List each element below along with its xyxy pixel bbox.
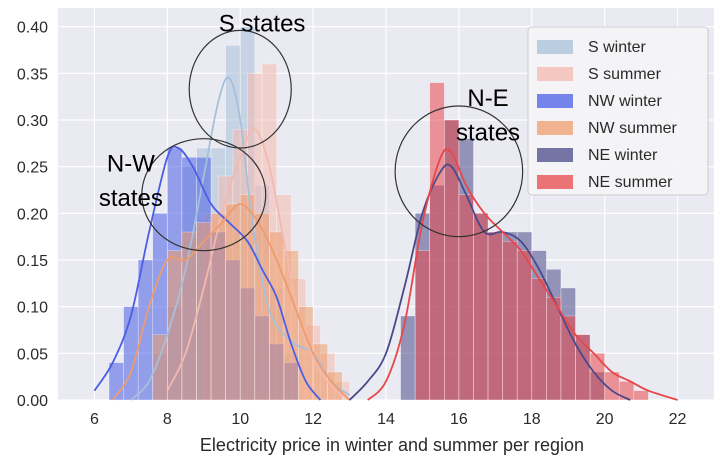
x-tick-label: 8 xyxy=(163,411,172,428)
highlight-circle xyxy=(188,29,292,149)
annotation-label: S states xyxy=(219,10,306,37)
kde-line-s-winter xyxy=(130,76,351,401)
y-tick-label: 0.10 xyxy=(17,300,48,317)
histogram-bar xyxy=(575,334,591,401)
x-tick-label: 16 xyxy=(450,411,468,428)
y-tick-label: 0.15 xyxy=(17,253,48,270)
x-tick-label: 12 xyxy=(304,411,322,428)
legend-label: NE summer xyxy=(588,174,673,191)
legend-swatch xyxy=(537,121,573,135)
x-tick-label: 14 xyxy=(377,411,395,428)
kde-line-nw-summer xyxy=(111,203,351,401)
histogram-bar xyxy=(414,250,431,401)
legend-label: NE winter xyxy=(588,147,658,164)
legend-swatch xyxy=(537,40,573,54)
histogram-bar xyxy=(618,381,635,401)
histogram-bar xyxy=(546,297,562,401)
legend-label: NW winter xyxy=(588,93,662,110)
annotation-label: states xyxy=(456,120,520,147)
histogram-bar xyxy=(429,82,445,401)
annotation-label: states xyxy=(99,185,163,212)
x-tick-label: 20 xyxy=(596,411,614,428)
histogram-bar xyxy=(196,222,212,401)
highlight-circles xyxy=(141,29,524,252)
x-tick-label: 22 xyxy=(669,411,687,428)
y-tick-label: 0.30 xyxy=(17,113,48,130)
legend-swatch xyxy=(537,175,573,189)
y-tick-label: 0.25 xyxy=(17,160,48,177)
histogram-bar xyxy=(473,213,489,401)
y-tick-label: 0.40 xyxy=(17,20,48,37)
x-axis-title: Electricity price in winter and summer p… xyxy=(200,435,584,455)
histogram-bar xyxy=(487,231,503,401)
histogram-bar xyxy=(633,390,649,401)
y-tick-label: 0.00 xyxy=(17,393,48,410)
histogram-bar xyxy=(516,250,533,401)
x-tick-label: 10 xyxy=(231,411,249,428)
legend-label: S summer xyxy=(588,66,662,83)
histogram-bar xyxy=(531,278,547,401)
x-tick-label: 6 xyxy=(90,411,99,428)
kde-line-s-summer xyxy=(166,128,351,401)
y-tick-label: 0.35 xyxy=(17,66,48,83)
bars-ne-summer xyxy=(414,82,649,401)
highlight-circle xyxy=(141,138,267,252)
legend-swatch xyxy=(537,94,573,108)
annotation-label: N-W xyxy=(107,150,155,177)
legend-swatch xyxy=(537,148,573,162)
annotations: S states N-W states N-E states xyxy=(99,10,520,212)
y-tick-label: 0.05 xyxy=(17,346,48,363)
y-tick-label: 0.20 xyxy=(17,206,48,223)
bars-nw-summer xyxy=(152,194,343,401)
legend-label: S winter xyxy=(588,39,646,56)
legend-label: NW summer xyxy=(588,120,678,137)
histogram-bar xyxy=(210,213,226,401)
histogram-bar xyxy=(458,194,474,401)
legend: S winter S summer NW winter NW summer NE win… xyxy=(527,26,709,196)
histogram-bar xyxy=(502,241,518,401)
kde-line-ne-summer xyxy=(367,147,678,401)
tick-labels: 0.00 0.05 0.10 0.15 0.20 0.25 0.30 0.35 0.40 6 8 10… xyxy=(17,20,687,428)
histogram-bar xyxy=(225,203,241,401)
annotation-label: N-E xyxy=(467,85,508,112)
legend-swatch xyxy=(537,67,573,81)
kde-line-nw-winter xyxy=(93,145,322,401)
x-tick-label: 18 xyxy=(523,411,541,428)
highlight-circle xyxy=(394,105,524,238)
